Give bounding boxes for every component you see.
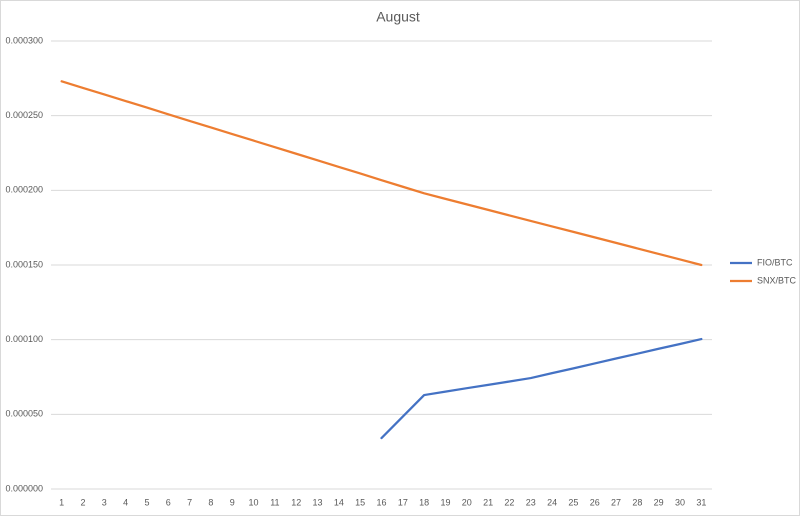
x-tick-label: 3 — [102, 497, 107, 507]
y-tick-label: 0.000250 — [5, 110, 43, 120]
x-tick-label: 2 — [80, 497, 85, 507]
x-tick-label: 22 — [504, 497, 514, 507]
x-tick-label: 10 — [249, 497, 259, 507]
x-tick-label: 30 — [675, 497, 685, 507]
x-tick-label: 23 — [526, 497, 536, 507]
x-tick-label: 16 — [376, 497, 386, 507]
x-tick-label: 7 — [187, 497, 192, 507]
y-tick-label: 0.000000 — [5, 483, 43, 493]
x-tick-label: 12 — [291, 497, 301, 507]
legend-label: FIO/BTC — [757, 257, 793, 267]
y-tick-label: 0.000050 — [5, 409, 43, 419]
x-tick-label: 11 — [270, 497, 279, 507]
series-line — [60, 80, 703, 267]
y-tick-label: 0.000100 — [5, 334, 43, 344]
x-tick-label: 1 — [59, 497, 64, 507]
chart-title: August — [376, 9, 420, 25]
x-tick-label: 15 — [355, 497, 365, 507]
x-tick-label: 5 — [144, 497, 149, 507]
y-tick-label: 0.000200 — [5, 185, 43, 195]
x-tick-label: 18 — [419, 497, 429, 507]
x-tick-label: 8 — [208, 497, 213, 507]
x-tick-label: 13 — [313, 497, 323, 507]
y-tick-label: 0.000300 — [5, 35, 43, 45]
x-tick-label: 17 — [398, 497, 408, 507]
x-tick-label: 24 — [547, 497, 557, 507]
x-tick-label: 14 — [334, 497, 344, 507]
x-tick-label: 9 — [230, 497, 235, 507]
x-tick-label: 6 — [166, 497, 171, 507]
x-tick-label: 4 — [123, 497, 128, 507]
x-tick-label: 21 — [483, 497, 493, 507]
x-tick-label: 28 — [632, 497, 642, 507]
x-tick-label: 29 — [654, 497, 664, 507]
x-tick-label: 27 — [611, 497, 621, 507]
x-tick-label: 26 — [590, 497, 600, 507]
x-tick-label: 19 — [440, 497, 450, 507]
x-tick-label: 25 — [568, 497, 578, 507]
x-tick-label: 31 — [696, 497, 706, 507]
legend-label: SNX/BTC — [757, 275, 797, 285]
series-line — [380, 337, 703, 440]
x-tick-label: 20 — [462, 497, 472, 507]
y-tick-label: 0.000150 — [5, 259, 43, 269]
